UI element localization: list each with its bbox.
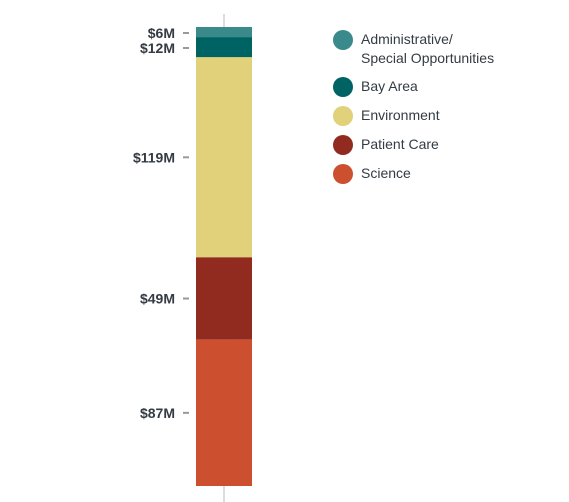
- value-label-4: $87M: [140, 405, 175, 421]
- legend-swatch: [333, 106, 353, 126]
- legend-label: Patient Care: [361, 136, 439, 152]
- legend-item[interactable]: Patient Care: [333, 135, 563, 155]
- legend-item[interactable]: Environment: [333, 106, 563, 126]
- legend-label: Bay Area: [361, 78, 418, 94]
- bar-segment-2[interactable]: [196, 57, 252, 258]
- value-label-0: $6M: [148, 25, 175, 41]
- legend-label: Environment: [361, 107, 440, 123]
- legend-swatch: [333, 77, 353, 97]
- legend: Administrative/ Special Opportunities Bay…: [333, 30, 563, 193]
- legend-swatch: [333, 30, 353, 50]
- bar-segment-4[interactable]: [196, 339, 252, 486]
- legend-swatch: [333, 164, 353, 184]
- bar-segment-0[interactable]: [196, 27, 252, 38]
- value-label-3: $49M: [140, 291, 175, 307]
- legend-label: Administrative/ Special Opportunities: [361, 31, 495, 66]
- value-labels: $6M$12M $119M $49M $87M: [133, 25, 189, 421]
- value-label-1: $12M: [140, 40, 175, 56]
- legend-swatch: [333, 135, 353, 155]
- legend-label: Science: [361, 165, 411, 181]
- value-label-2: $119M: [133, 149, 175, 165]
- bar-segment-3[interactable]: [196, 257, 252, 340]
- bar-segment-1[interactable]: [196, 37, 252, 58]
- legend-item[interactable]: Science: [333, 164, 563, 184]
- legend-item[interactable]: Bay Area: [333, 77, 563, 97]
- legend-item[interactable]: Administrative/ Special Opportunities: [333, 30, 563, 68]
- bar-segments: [196, 27, 252, 486]
